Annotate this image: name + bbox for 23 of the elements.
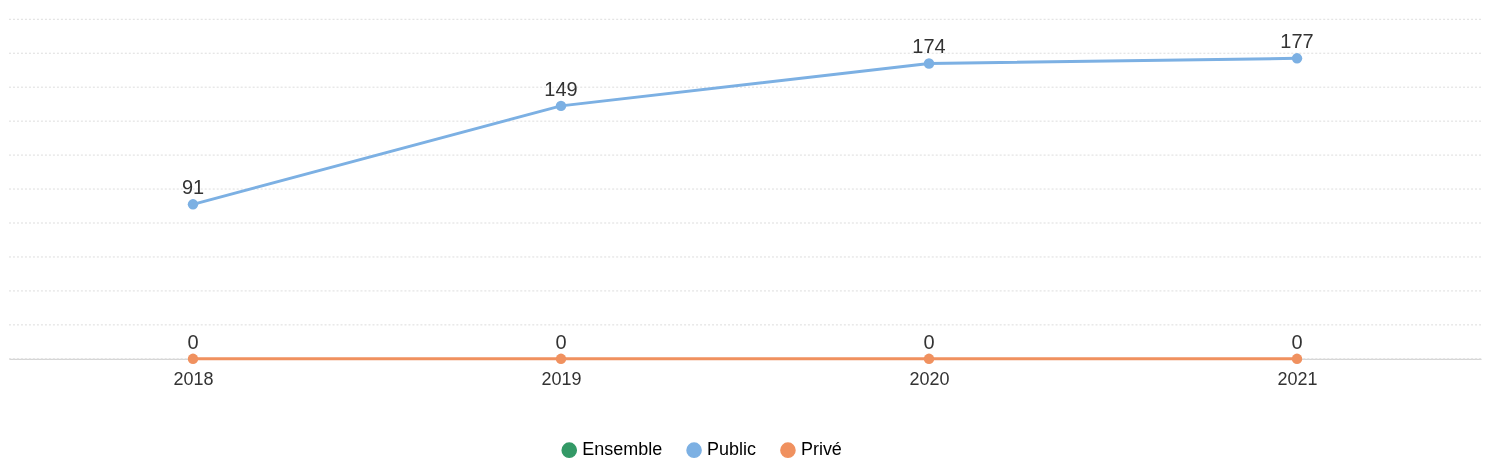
- point: [1291, 353, 1303, 365]
- point: [555, 353, 567, 365]
- data-label: 177: [1280, 30, 1314, 53]
- x-tick-label: 2019: [541, 369, 582, 390]
- x-tick-label: 2018: [173, 369, 214, 390]
- data-label: 91: [181, 176, 205, 199]
- point: [923, 58, 935, 69]
- point: [1291, 53, 1303, 64]
- legend-label: Privé: [800, 439, 842, 460]
- data-label: 0: [1291, 330, 1303, 353]
- data-label: 0: [187, 330, 199, 353]
- data-label: 174: [912, 35, 946, 58]
- point: [187, 199, 199, 210]
- data-label: 0: [923, 330, 935, 353]
- legend-label: Public: [707, 439, 757, 460]
- x-tick-label: 2021: [1277, 369, 1318, 390]
- x-tick-label: 2020: [909, 369, 950, 390]
- point: [923, 353, 935, 365]
- data-label: 149: [544, 77, 578, 100]
- legend-label: Ensemble: [582, 439, 663, 460]
- point: [187, 353, 199, 365]
- data-label: 0: [555, 330, 567, 353]
- point: [555, 100, 567, 112]
